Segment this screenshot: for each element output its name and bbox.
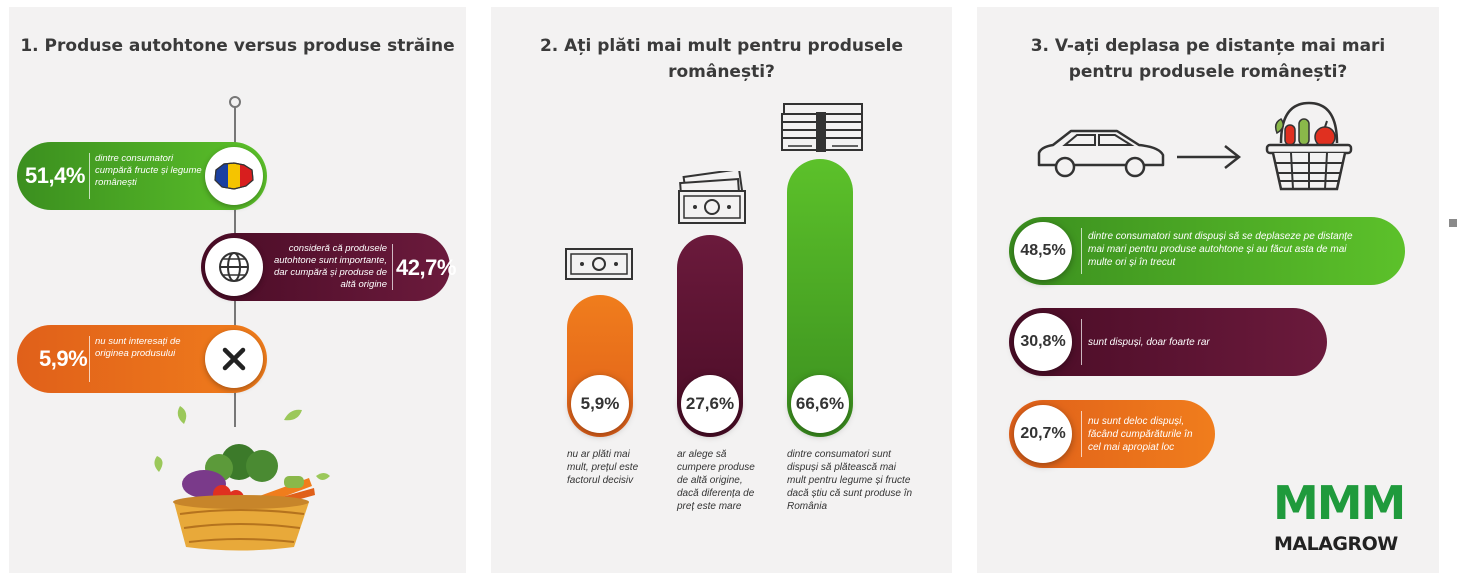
scroll-marker [1449, 219, 1457, 227]
divider [89, 153, 90, 199]
romania-map-icon [205, 147, 263, 205]
vegetable-basket-icon [154, 406, 330, 551]
bar-pct-pay-more: 66,6% [791, 375, 849, 433]
basket-icon [1265, 101, 1353, 191]
hbar-often [1009, 217, 1405, 285]
hbar-pct-often: 48,5% [1014, 222, 1072, 280]
panel-pay-more: 2. Ați plăti mai mult pentru produsele r… [491, 7, 952, 573]
divider [89, 336, 90, 382]
origin-text-mixed: consideră că produsele autohtone sunt im… [273, 243, 387, 290]
banknotes-icon [678, 171, 746, 224]
hbar-pct-never: 20,7% [1014, 405, 1072, 463]
logo-malagrow: MALAGROW [1274, 533, 1398, 555]
money-stack-icon [781, 103, 863, 152]
panel3-title: 3. V-ați deplasa pe distanțe mai mari pe… [1030, 36, 1386, 82]
hbar-text-rarely: sunt dispuși, doar foarte rar [1088, 337, 1210, 348]
bar-pct-no-pay: 5,9% [571, 375, 629, 433]
car-icon [1037, 129, 1165, 178]
origin-text-indifferent: nu sunt interesați de originea produsulu… [95, 336, 181, 359]
divider [1081, 319, 1082, 365]
panel1-title: 1. Produse autohtone versus produse stră… [20, 36, 455, 56]
hbar-text-often: dintre consumatori sunt dispuși să se de… [1088, 231, 1353, 268]
arrow-right-icon [1177, 145, 1242, 169]
bar-caption-no-pay: nu ar plăti mai mult, prețul este factor… [567, 449, 639, 486]
panel2-title: 2. Ați plăti mai mult pentru produsele r… [539, 36, 904, 82]
origin-pct-romanian: 51,4% [25, 163, 85, 188]
divider [1081, 411, 1082, 457]
bar-pct-other-origin: 27,6% [681, 375, 739, 433]
banknote-icon [565, 248, 633, 280]
hbar-pct-rarely: 30,8% [1014, 313, 1072, 371]
logo-mmm: MMM [1273, 476, 1406, 530]
panel-origin: 1. Produse autohtone versus produse stră… [9, 7, 466, 573]
origin-pct-indifferent: 5,9% [39, 346, 88, 371]
divider [392, 244, 393, 290]
divider [1081, 228, 1082, 274]
origin-text-romanian: dintre consumatori cumpără fructe și leg… [95, 153, 202, 188]
close-icon [205, 330, 263, 388]
origin-pct-mixed: 42,7% [396, 255, 456, 280]
bar-caption-pay-more: dintre consumatori sunt dispuși să plăte… [787, 449, 913, 512]
panel-travel: 3. V-ați deplasa pe distanțe mai mari pe… [977, 7, 1439, 573]
hbar-text-never: nu sunt deloc dispuși, făcând cumpărătur… [1088, 416, 1193, 453]
bar-caption-other-origin: ar alege să cumpere produse de altă orig… [677, 449, 755, 512]
globe-icon [205, 238, 263, 296]
timeline-dot [229, 96, 241, 108]
